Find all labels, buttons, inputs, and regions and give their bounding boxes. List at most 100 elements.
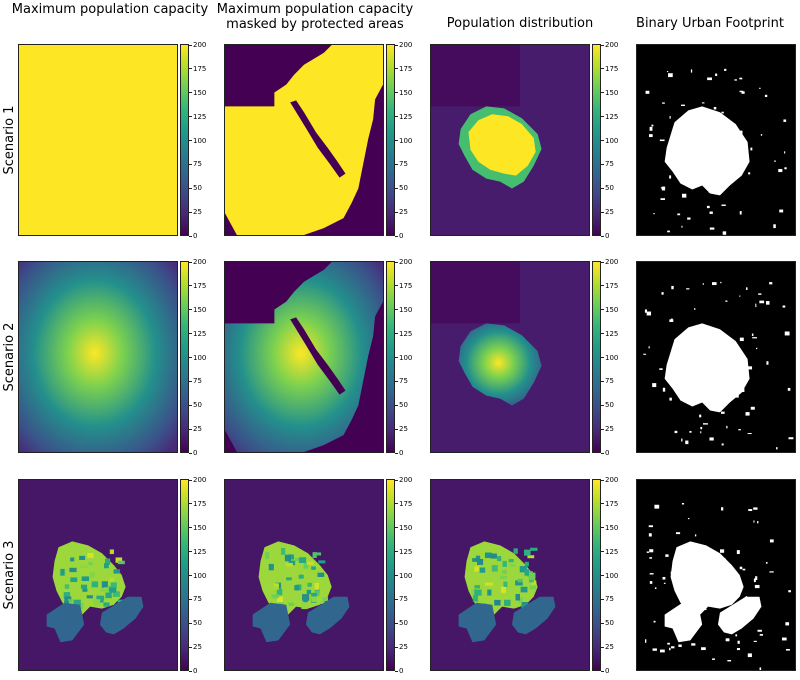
population-cell (284, 554, 292, 562)
population-cell (521, 602, 529, 607)
colorbar-tick-mark (189, 428, 192, 430)
footprint-cell (725, 300, 728, 302)
colorbar-tick-label: 125 (399, 112, 413, 121)
footprint-cell (685, 440, 689, 445)
footprint-cell (681, 438, 683, 442)
colorbar-tick-mark (601, 285, 604, 287)
colorbar-tick-label: 200 (605, 258, 619, 266)
population-cell (517, 578, 523, 583)
population-cell (104, 558, 111, 565)
footprint-cell (721, 411, 725, 414)
footprint-cell (759, 300, 765, 304)
footprint-cell (645, 90, 650, 94)
population-cell (317, 572, 325, 578)
colorbar-tick-label: 100 (193, 136, 207, 145)
heatmap-panel-s1-c3 (430, 44, 590, 236)
colorbar-tick-label: 50 (193, 401, 202, 410)
colorbar-tick-label: 175 (193, 281, 207, 290)
colorbar-tick-mark (189, 187, 192, 189)
footprint-cell (788, 590, 791, 593)
footprint-cell (779, 209, 784, 213)
population-cell (471, 589, 478, 595)
population-cell (503, 599, 511, 606)
heatmap-panel-s3-c4 (636, 479, 796, 671)
population-cell (524, 569, 529, 576)
footprint-cell (753, 640, 757, 642)
footprint-cell (678, 644, 682, 647)
population-cell (98, 599, 104, 603)
colorbar-tick-mark (601, 68, 604, 70)
colorbar-tick-label: 200 (399, 258, 413, 266)
colorbar-tick-label: 175 (399, 281, 413, 290)
population-cell (479, 567, 486, 573)
footprint-cell (773, 224, 776, 229)
population-cell (80, 584, 88, 589)
colorbar-tick-mark (395, 309, 398, 311)
colorbar-tick-label: 100 (605, 353, 619, 362)
footprint-cell (725, 638, 730, 642)
colorbar-tick-label: 175 (193, 499, 207, 508)
urban-patch (664, 602, 703, 643)
colorbar-tick-mark (189, 140, 192, 141)
footprint-cell (746, 287, 748, 290)
population-cell (64, 596, 72, 602)
footprint-cell (784, 167, 787, 170)
colorbar-tick-label: 175 (399, 499, 413, 508)
colorbar-tick-mark (601, 598, 604, 600)
footprint-cell (666, 71, 669, 73)
population-cell (311, 592, 317, 597)
population-cell (319, 600, 325, 605)
footprint-cell (785, 648, 790, 651)
heatmap-panel-s2-c1 (18, 261, 178, 453)
footprint-cell (759, 667, 762, 670)
colorbar-tick-mark (189, 211, 192, 213)
footprint-cell (693, 308, 696, 310)
colorbar-tick-mark (395, 211, 398, 213)
population-cell (490, 553, 497, 559)
colorbar-tick-label: 125 (193, 329, 207, 338)
colorbar-tick-label: 150 (193, 523, 207, 532)
population-cell (91, 581, 99, 588)
colorbar (386, 261, 395, 453)
colorbar-tick-mark (189, 380, 192, 382)
population-cell (86, 595, 93, 599)
colorbar-tick-label: 200 (605, 41, 619, 49)
footprint-cell (774, 160, 776, 162)
footprint-cell (707, 77, 712, 81)
capacity-gradient (19, 262, 177, 452)
colorbar-tick-label: 100 (399, 571, 413, 580)
colorbar-tick-mark (601, 211, 604, 213)
footprint-cell (668, 73, 673, 78)
population-cell (487, 589, 492, 596)
capacity-field (19, 45, 177, 235)
footprint-cell (667, 230, 670, 233)
footprint-cell (741, 91, 745, 94)
colorbar-tick-mark (601, 163, 604, 165)
colorbar-tick-mark (189, 622, 192, 624)
colorbar-tick-label: 75 (399, 160, 408, 169)
footprint-cell (736, 648, 741, 651)
footprint-cell (681, 225, 683, 228)
protected-corridor (290, 317, 346, 395)
population-cell (499, 575, 508, 580)
footprint-cell (671, 646, 675, 649)
footprint-cell (727, 659, 732, 662)
colorbar-tick-label: 200 (193, 41, 207, 49)
colorbar-tick-label: 200 (193, 258, 207, 266)
population-cell (294, 585, 300, 591)
colorbar-tick-label: 125 (193, 112, 207, 121)
colorbar (180, 261, 189, 453)
population-cell (301, 602, 308, 610)
colorbar-tick-label: 100 (399, 136, 413, 145)
colorbar-tick-label: 75 (193, 160, 202, 169)
footprint-cell (661, 186, 666, 191)
footprint-cell (662, 576, 666, 580)
colorbar-tick-mark (189, 285, 192, 287)
footprint-cell (769, 282, 773, 285)
population-cell (82, 588, 88, 592)
footprint-cell (755, 303, 757, 308)
colorbar-tick-mark (189, 235, 192, 237)
column-title-population-distribution: Population distribution (446, 16, 594, 31)
colorbar-tick-mark (395, 575, 398, 576)
colorbar-tick-mark (189, 44, 192, 46)
